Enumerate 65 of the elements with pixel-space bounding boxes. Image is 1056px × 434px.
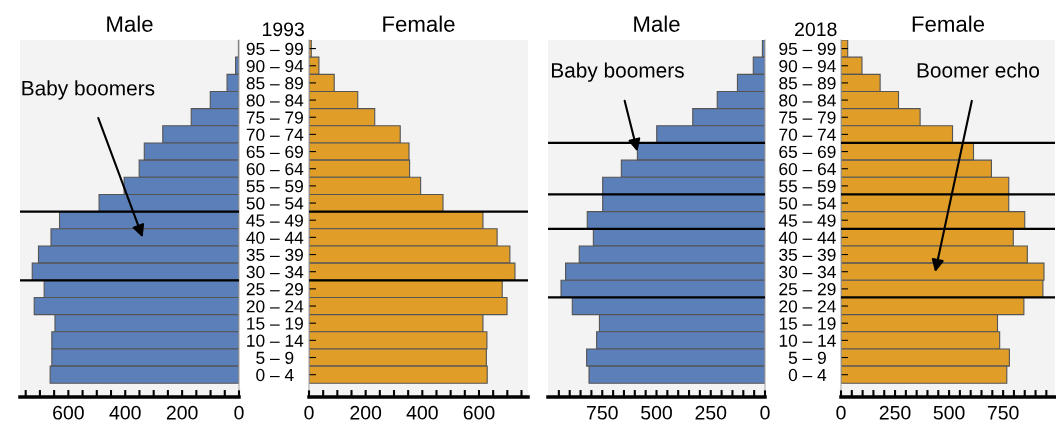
y-tick-label: 30 – 34 bbox=[246, 265, 304, 279]
x-tick-label: 250 bbox=[879, 405, 911, 420]
x-tick-label: 0 bbox=[760, 405, 770, 420]
y-tick-label: 60 – 64 bbox=[246, 162, 304, 176]
y-tick-label: 70 – 74 bbox=[246, 128, 304, 141]
y-tick-label: 15 – 19 bbox=[779, 317, 836, 330]
y-tick-label: 50 – 54 bbox=[779, 197, 836, 210]
y-tick-label: 85 – 89 bbox=[779, 77, 836, 90]
y-tick-label: 65 – 69 bbox=[246, 145, 303, 159]
y-tick-label: 60 – 64 bbox=[779, 162, 836, 176]
y-tick-label: 20 – 24 bbox=[246, 300, 304, 313]
y-tick-label: 25 – 29 bbox=[246, 283, 303, 296]
y-tick-label: 30 – 34 bbox=[779, 265, 836, 279]
y-tick-label: 65 – 69 bbox=[779, 145, 836, 159]
y-tick-label: 85 – 89 bbox=[246, 77, 303, 90]
y-tick-label: 80 – 84 bbox=[779, 94, 836, 107]
x-tick-label: 500 bbox=[933, 405, 965, 420]
y-tick-label: 45 – 49 bbox=[246, 214, 303, 227]
x-tick-label: 600 bbox=[463, 405, 495, 420]
y-tick-label: 55 – 59 bbox=[246, 180, 303, 193]
annotation: Baby boomers bbox=[22, 80, 155, 100]
y-tick-label: 75 – 79 bbox=[779, 111, 836, 124]
x-tick-label: 400 bbox=[109, 405, 141, 420]
annotation: Baby boomers bbox=[551, 62, 684, 82]
y-tick-label: 40 – 44 bbox=[778, 231, 836, 244]
y-tick-label: 55 – 59 bbox=[779, 180, 836, 193]
x-tick-label: 0 bbox=[234, 405, 244, 420]
x-tick-label: 500 bbox=[641, 405, 672, 420]
y-tick-label: 5 – 9 bbox=[788, 351, 826, 364]
y-tick-label: 50 – 54 bbox=[246, 197, 304, 210]
y-tick-label: 0 – 4 bbox=[256, 368, 294, 382]
x-tick-label: 200 bbox=[166, 405, 198, 420]
y-tick-label: 90 – 94 bbox=[246, 59, 304, 73]
y-tick-label: 25 – 29 bbox=[779, 283, 836, 296]
x-tick-label: 0 bbox=[836, 405, 846, 420]
annotation: Boomer echo bbox=[917, 62, 1040, 78]
y-tick-label: 80 – 84 bbox=[246, 94, 304, 107]
chart-subtitle: 1993 bbox=[263, 22, 304, 37]
x-tick-label: 750 bbox=[987, 405, 1019, 420]
y-tick-label: 20 – 24 bbox=[779, 300, 836, 313]
chart-title: Female bbox=[383, 15, 455, 32]
y-tick-label: 35 – 39 bbox=[779, 248, 836, 261]
y-tick-label: 10 – 14 bbox=[779, 334, 836, 347]
chart-title: Male bbox=[634, 15, 680, 32]
x-tick-label: 750 bbox=[587, 405, 618, 420]
y-tick-label: 70 – 74 bbox=[779, 128, 836, 141]
chart-subtitle: 2018 bbox=[795, 22, 837, 37]
y-tick-label: 45 – 49 bbox=[778, 214, 836, 227]
y-tick-label: 95 – 99 bbox=[779, 42, 836, 56]
y-tick-label: 15 – 19 bbox=[247, 317, 303, 330]
y-tick-label: 35 – 39 bbox=[246, 248, 303, 261]
x-tick-label: 0 bbox=[304, 405, 314, 420]
y-tick-label: 90 – 94 bbox=[779, 59, 836, 73]
y-tick-label: 10 – 14 bbox=[247, 334, 304, 347]
y-tick-label: 5 – 9 bbox=[256, 351, 294, 364]
chart-title: Male bbox=[107, 15, 153, 32]
y-tick-label: 0 – 4 bbox=[788, 368, 827, 382]
y-tick-label: 95 – 99 bbox=[246, 42, 303, 56]
y-tick-label: 75 – 79 bbox=[246, 111, 303, 124]
y-tick-label: 40 – 44 bbox=[246, 231, 304, 244]
x-tick-label: 400 bbox=[406, 405, 438, 420]
x-tick-label: 200 bbox=[350, 405, 382, 420]
chart-title: Female bbox=[912, 15, 985, 32]
x-tick-label: 600 bbox=[53, 405, 84, 420]
x-tick-label: 250 bbox=[695, 405, 727, 420]
